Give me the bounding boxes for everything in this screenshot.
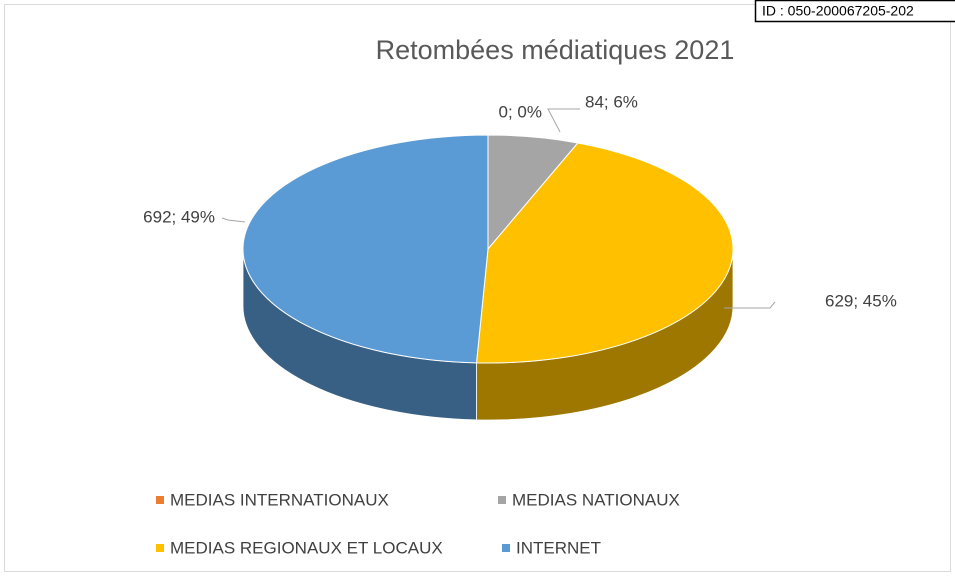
leader-line xyxy=(221,217,246,223)
pie-slice xyxy=(475,142,734,364)
legend-label: INTERNET xyxy=(516,538,601,557)
legend-swatch xyxy=(156,544,164,552)
data-label: 692; 49% xyxy=(143,207,215,226)
legend-label: MEDIAS INTERNATIONAUX xyxy=(170,490,389,509)
legend-swatch xyxy=(156,496,164,504)
legend-label: MEDIAS NATIONAUX xyxy=(512,490,680,509)
stamp-box xyxy=(754,0,955,23)
data-label: 629; 45% xyxy=(825,291,897,310)
stamp: ID : 050-200067205-202 xyxy=(762,3,914,19)
leader-line xyxy=(547,108,580,133)
data-label: 84; 6% xyxy=(585,92,638,111)
leader-line xyxy=(724,301,776,309)
legend-swatch xyxy=(502,544,510,552)
chart-title: Retombées médiatiques 2021 xyxy=(376,35,735,65)
data-label: 0; 0% xyxy=(499,102,542,121)
pie-slice xyxy=(242,134,489,364)
legend-swatch xyxy=(498,496,506,504)
legend-label: MEDIAS REGIONAUX ET LOCAUX xyxy=(170,538,443,557)
